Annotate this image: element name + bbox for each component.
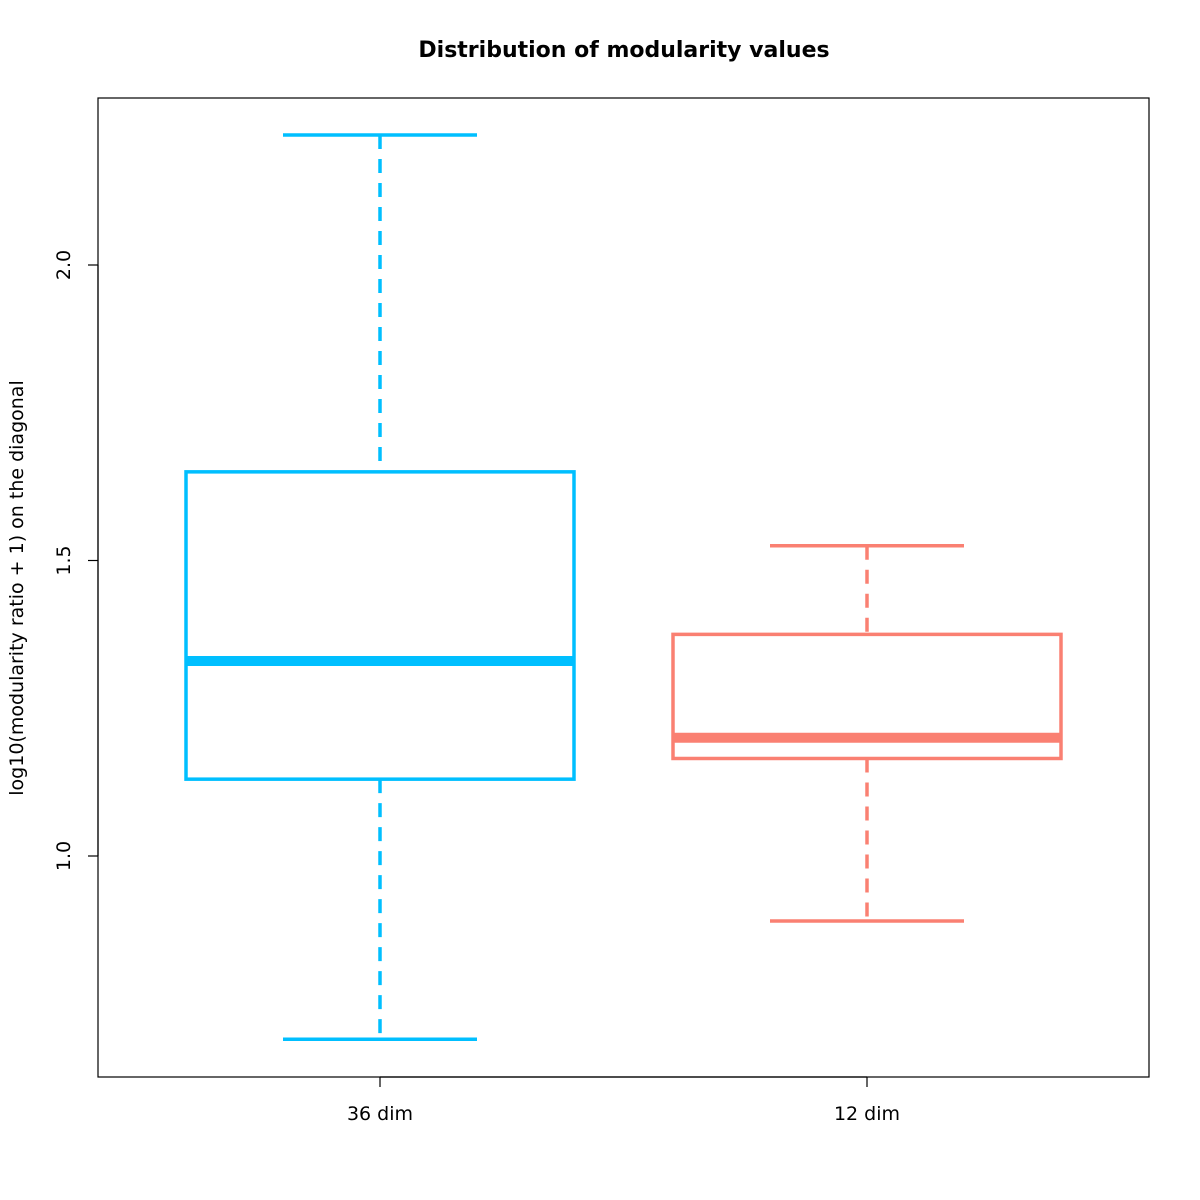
box-12-dim [671,543,1063,923]
chart-title: Distribution of modularity values [418,38,829,63]
x-tick-label: 12 dim [834,1103,900,1125]
box-36-dim [184,133,576,1041]
y-axis: 1.0 1.5 2.0 [53,250,99,871]
y-tick-label: 1.5 [53,545,75,575]
iqr-box [184,470,576,781]
x-axis: 36 dim 12 dim [347,1076,900,1125]
y-tick-label: 1.0 [53,841,75,871]
x-tick-label: 36 dim [347,1103,413,1125]
box-group [184,133,1063,1041]
y-axis-label: log10(modularity ratio + 1) on the diago… [6,380,28,795]
y-tick-label: 2.0 [53,250,75,280]
